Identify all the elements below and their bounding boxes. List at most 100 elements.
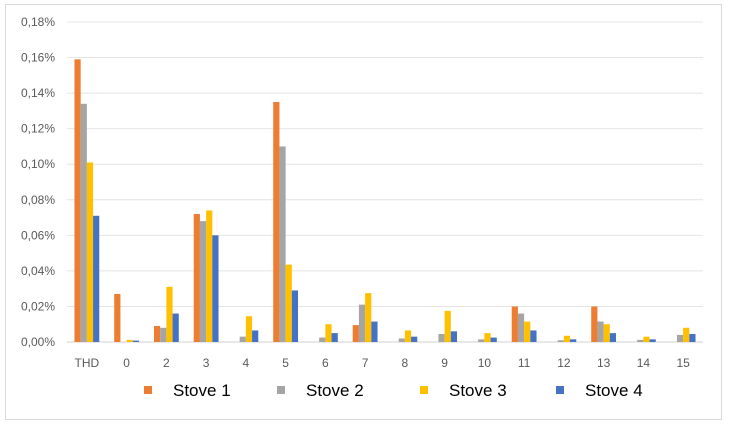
bar (404, 330, 412, 342)
bar (524, 321, 531, 342)
bar (643, 336, 650, 342)
bar (511, 306, 518, 342)
bar (563, 335, 571, 342)
x-tick-label: 13 (597, 356, 611, 370)
bar (331, 333, 338, 342)
x-tick-label: 14 (637, 356, 651, 370)
y-tick-label: 0,08% (21, 193, 55, 207)
series-stove-2 (80, 103, 684, 343)
bar (74, 59, 81, 342)
bar (597, 321, 604, 342)
bar (609, 333, 617, 342)
bar (371, 321, 378, 342)
x-tick-label: 7 (362, 356, 369, 370)
x-tick-label: 4 (243, 356, 250, 370)
bar (490, 337, 497, 342)
y-tick-label: 0,12% (21, 122, 55, 136)
bar (126, 339, 133, 342)
legend-item: Stove 2 (277, 381, 364, 400)
legend-swatch (277, 386, 285, 394)
bar (450, 331, 458, 342)
series-stove-3 (86, 162, 690, 342)
bar (172, 313, 179, 342)
y-tick-label: 0,06% (21, 228, 55, 242)
x-tick-label: 9 (441, 356, 448, 370)
bar (80, 103, 87, 343)
legend-item: Stove 1 (144, 381, 231, 400)
legend-swatch (556, 386, 564, 394)
bar (153, 326, 161, 342)
bar (199, 221, 207, 342)
x-tick-label: 15 (676, 356, 690, 370)
series-stove-4 (93, 215, 696, 342)
legend-label: Stove 3 (449, 381, 507, 400)
bar (252, 330, 259, 342)
bar (689, 334, 696, 342)
bar (570, 339, 577, 342)
bar (438, 334, 445, 342)
legend-label: Stove 1 (173, 381, 231, 400)
y-tick-label: 0,04% (21, 264, 55, 278)
x-tick-label: THD (75, 356, 100, 370)
bar (530, 330, 537, 342)
bar (557, 340, 564, 342)
legend-item: Stove 3 (420, 381, 507, 400)
y-tick-label: 0,14% (21, 86, 55, 100)
bar (683, 327, 690, 342)
bar (285, 264, 292, 342)
x-tick-label: 5 (282, 356, 289, 370)
series-stove-1 (74, 59, 598, 342)
chart-frame (5, 4, 722, 420)
bar (325, 324, 332, 342)
bar (319, 337, 326, 342)
legend-label: Stove 4 (585, 381, 643, 400)
bar (291, 290, 299, 342)
y-tick-label: 0,02% (21, 299, 55, 313)
y-tick-label: 0,16% (21, 51, 55, 65)
y-axis-ticks: 0,00% 0,02% 0,04% 0,06% 0,08% 0,10% 0,12% 0,14%… (21, 15, 55, 349)
bar (649, 339, 656, 342)
legend-swatch (420, 386, 428, 394)
bar (478, 339, 485, 342)
x-tick-label: 3 (203, 356, 210, 370)
bar (206, 210, 213, 342)
bar (444, 310, 451, 342)
y-tick-label: 0,10% (21, 157, 55, 171)
legend-item: Stove 4 (556, 381, 643, 400)
x-tick-label: 11 (518, 356, 531, 370)
x-tick-label: 0 (123, 356, 130, 370)
bar (517, 313, 525, 342)
x-axis: THD 0 2 3 4 5 6 7 8 9 10 11 12 13 14 15 (75, 356, 691, 370)
bar (86, 162, 94, 342)
bar (212, 235, 219, 342)
bar (352, 325, 359, 342)
bar (358, 304, 366, 342)
x-tick-label: 12 (557, 356, 571, 370)
y-tick-label: 0,18% (21, 15, 55, 29)
bar (591, 306, 598, 342)
legend-label: Stove 2 (306, 381, 364, 400)
bar (676, 334, 684, 342)
legend: Stove 1 Stove 2 Stove 3 Stove 4 (144, 381, 643, 400)
x-tick-label: 6 (322, 356, 329, 370)
bar (365, 293, 372, 342)
bar (132, 340, 140, 342)
bar (166, 286, 173, 342)
bar (114, 294, 121, 342)
bar (239, 336, 246, 342)
y-tick-label: 0,00% (21, 335, 55, 349)
bar (484, 333, 491, 342)
legend-swatch (144, 386, 152, 394)
bar (273, 102, 280, 342)
bar (160, 327, 167, 342)
bar (279, 146, 286, 342)
gridlines (67, 21, 703, 343)
bar (398, 338, 405, 342)
bar (603, 324, 610, 342)
bar (411, 336, 418, 342)
bar (93, 215, 100, 342)
bar (637, 339, 644, 342)
bar (245, 316, 253, 342)
x-tick-label: 8 (402, 356, 409, 370)
